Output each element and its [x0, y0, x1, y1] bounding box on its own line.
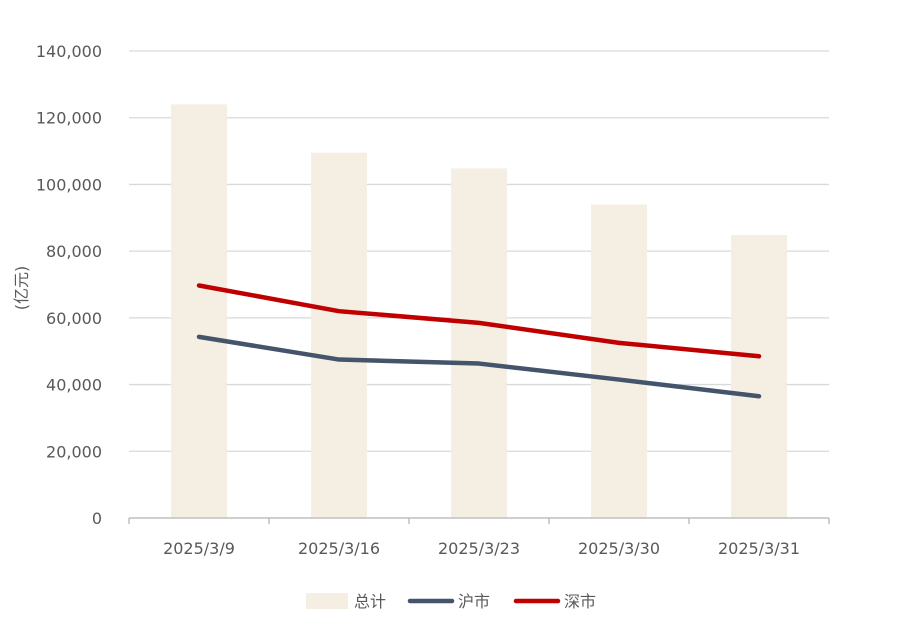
- x-tick-label: 2025/3/9: [163, 539, 235, 558]
- bar-total: [731, 235, 787, 519]
- legend-label: 沪市: [458, 592, 490, 611]
- x-tick-label: 2025/3/31: [718, 539, 800, 558]
- x-tick-label: 2025/3/30: [578, 539, 660, 558]
- legend-label: 深市: [564, 592, 596, 611]
- y-tick-label: 100,000: [36, 175, 102, 194]
- y-tick-label: 40,000: [46, 376, 102, 395]
- series-line-sh: [196, 334, 762, 399]
- x-tick-labels: 2025/3/9 2025/3/16 2025/3/23 2025/3/30 2025/…: [163, 539, 800, 558]
- y-tick-label: 120,000: [36, 109, 102, 128]
- y-tick-label: 20,000: [46, 442, 102, 461]
- bar-layer: [171, 104, 787, 519]
- legend-label: 总计: [354, 592, 386, 611]
- legend-swatch-bar: [306, 593, 348, 609]
- bar-total: [591, 204, 647, 518]
- legend: 总计 沪市 深市: [306, 592, 596, 611]
- y-tick-label: 80,000: [46, 242, 102, 261]
- y-tick-label: 0: [92, 509, 102, 528]
- y-tick-label: 60,000: [46, 309, 102, 328]
- x-tick-label: 2025/3/23: [438, 539, 520, 558]
- bar-total: [311, 152, 367, 518]
- bar-total: [171, 104, 227, 518]
- x-tick-label: 2025/3/16: [298, 539, 380, 558]
- y-axis-label: (亿元): [12, 266, 31, 311]
- y-tick-labels: 0 20,000 40,000 60,000 80,000 100,000 120,000 1…: [36, 42, 102, 528]
- axis-layer: [128, 517, 830, 524]
- y-tick-label: 140,000: [36, 42, 102, 61]
- line-layer: [196, 283, 762, 399]
- series-line-sz: [196, 283, 762, 359]
- bar-total: [451, 168, 507, 518]
